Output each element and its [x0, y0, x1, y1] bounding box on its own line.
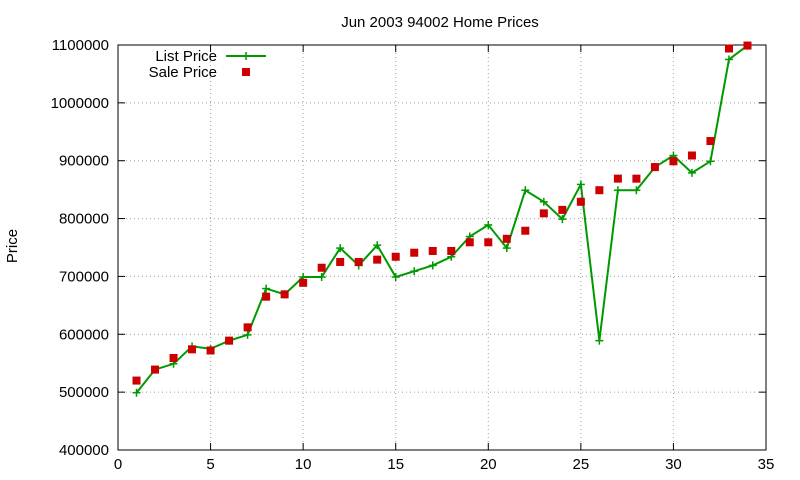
x-tick-label: 10: [295, 456, 312, 473]
data-point: [225, 336, 234, 345]
data-point: [613, 186, 622, 195]
data-point: [687, 151, 696, 160]
x-tick-label: 35: [758, 456, 775, 473]
y-tick-label: 1000000: [51, 95, 109, 112]
data-point: [558, 215, 567, 224]
legend-label: Sale Price: [149, 64, 217, 81]
data-point: [687, 168, 696, 177]
series-line: [135, 44, 749, 394]
data-point: [428, 246, 437, 255]
y-tick-label: 1100000: [52, 37, 109, 54]
data-point: [410, 267, 419, 276]
data-point: [151, 365, 160, 374]
data-point: [373, 241, 382, 250]
x-tick-label: 5: [206, 456, 214, 473]
x-tick-label: 0: [114, 456, 122, 473]
x-tick-label: 30: [665, 456, 682, 473]
data-point: [521, 226, 530, 235]
plot-frame: [117, 44, 767, 451]
data-point: [243, 323, 252, 332]
data-point: [595, 336, 604, 345]
data-point: [132, 376, 141, 385]
y-tick-label: 600000: [59, 326, 109, 343]
data-point: [132, 388, 141, 397]
data-point: [576, 180, 585, 189]
series-1: [132, 41, 752, 385]
data-point: [447, 246, 456, 255]
data-point: [743, 41, 752, 50]
data-point: [373, 255, 382, 264]
data-point: [262, 292, 271, 301]
data-point: [484, 238, 493, 247]
chart-title: Jun 2003 94002 Home Prices: [341, 14, 539, 31]
data-point: [632, 174, 641, 183]
data-point: [262, 284, 271, 293]
data-point: [354, 257, 363, 266]
data-point: [650, 163, 659, 172]
data-point: [391, 273, 400, 282]
data-point: [410, 248, 419, 257]
data-point: [280, 290, 289, 299]
y-tick-label: 500000: [59, 384, 109, 401]
data-point: [336, 257, 345, 266]
y-tick-label: 400000: [59, 442, 109, 459]
data-point: [317, 273, 326, 282]
data-point: [428, 261, 437, 270]
data-point: [484, 220, 493, 229]
x-tick-label: 20: [480, 456, 497, 473]
data-point: [521, 186, 530, 195]
y-tick-label: 700000: [59, 268, 109, 285]
data-point: [724, 55, 733, 64]
legend-label: List Price: [155, 48, 217, 65]
y-axis-label: Price: [4, 229, 21, 263]
data-point: [558, 205, 567, 214]
data-point: [206, 346, 215, 355]
grid: [118, 45, 766, 450]
data-point: [539, 209, 548, 218]
legend-marker: [242, 52, 250, 60]
legend-marker: [242, 68, 250, 76]
data-point: [706, 137, 715, 146]
data-point: [613, 174, 622, 183]
data-point: [465, 238, 474, 247]
y-tick-label: 900000: [59, 153, 109, 170]
data-point: [243, 330, 252, 339]
data-point: [576, 197, 585, 206]
data-point: [502, 234, 511, 243]
x-tick-label: 15: [387, 456, 404, 473]
data-point: [724, 44, 733, 53]
data-point: [169, 354, 178, 363]
axis-ticks: 400000 500000 600000 700000 800000 900000 1000…: [51, 37, 775, 473]
data-point: [317, 263, 326, 272]
data-point: [595, 186, 604, 195]
series-layer: [132, 41, 752, 397]
data-point: [391, 252, 400, 261]
data-point: [299, 278, 308, 287]
data-point: [539, 197, 548, 206]
data-point: [706, 157, 715, 166]
data-point: [336, 244, 345, 253]
x-tick-label: 25: [573, 456, 590, 473]
y-tick-label: 800000: [59, 211, 109, 228]
data-point: [632, 186, 641, 195]
data-point: [502, 244, 511, 253]
data-point: [669, 157, 678, 166]
data-point: [188, 345, 197, 354]
